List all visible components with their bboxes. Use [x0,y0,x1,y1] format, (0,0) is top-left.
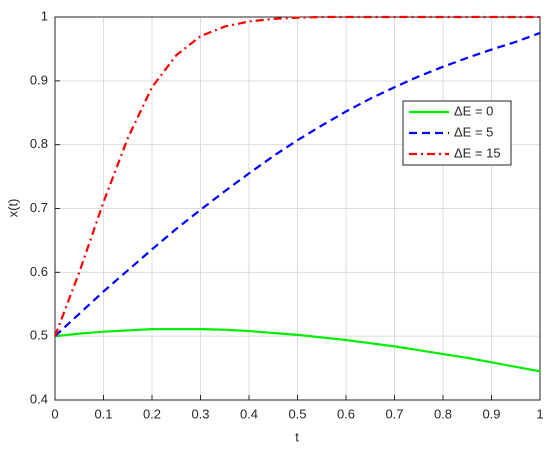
x-tick-label: 0 [51,406,58,421]
y-tick-label: 1 [41,8,48,23]
x-tick-label: 0.7 [385,406,403,421]
x-tick-label: 0.9 [482,406,500,421]
y-tick-label: 0.5 [30,328,48,343]
data-line [54,328,541,373]
x-tick-label: 0.5 [288,406,306,421]
y-tick-label: 0.7 [30,200,48,215]
legend-label: ΔE = 0 [454,103,493,118]
y-tick-label: 0.6 [30,264,48,279]
data-line [53,15,540,337]
x-axis-label: t [295,429,299,444]
x-tick-label: 0.3 [191,406,209,421]
y-tick-label: 0.9 [30,72,48,87]
y-tick-label: 0.8 [30,136,48,151]
x-tick-label: 1 [536,406,543,421]
legend: ΔE = 0 ΔE = 5 ΔE = 15 [402,100,512,166]
y-tick-label: 0.4 [30,391,48,406]
x-tick-label: 0.4 [240,406,258,421]
legend-label: ΔE = 15 [454,145,501,160]
x-tick-label: 0.1 [94,406,112,421]
y-axis-label: x(t) [5,199,20,218]
x-tick-label: 0.8 [434,406,452,421]
x-tick-label: 0.6 [337,406,355,421]
data-line [54,31,541,337]
x-tick-label: 0.2 [143,406,161,421]
legend-label: ΔE = 5 [454,124,493,139]
